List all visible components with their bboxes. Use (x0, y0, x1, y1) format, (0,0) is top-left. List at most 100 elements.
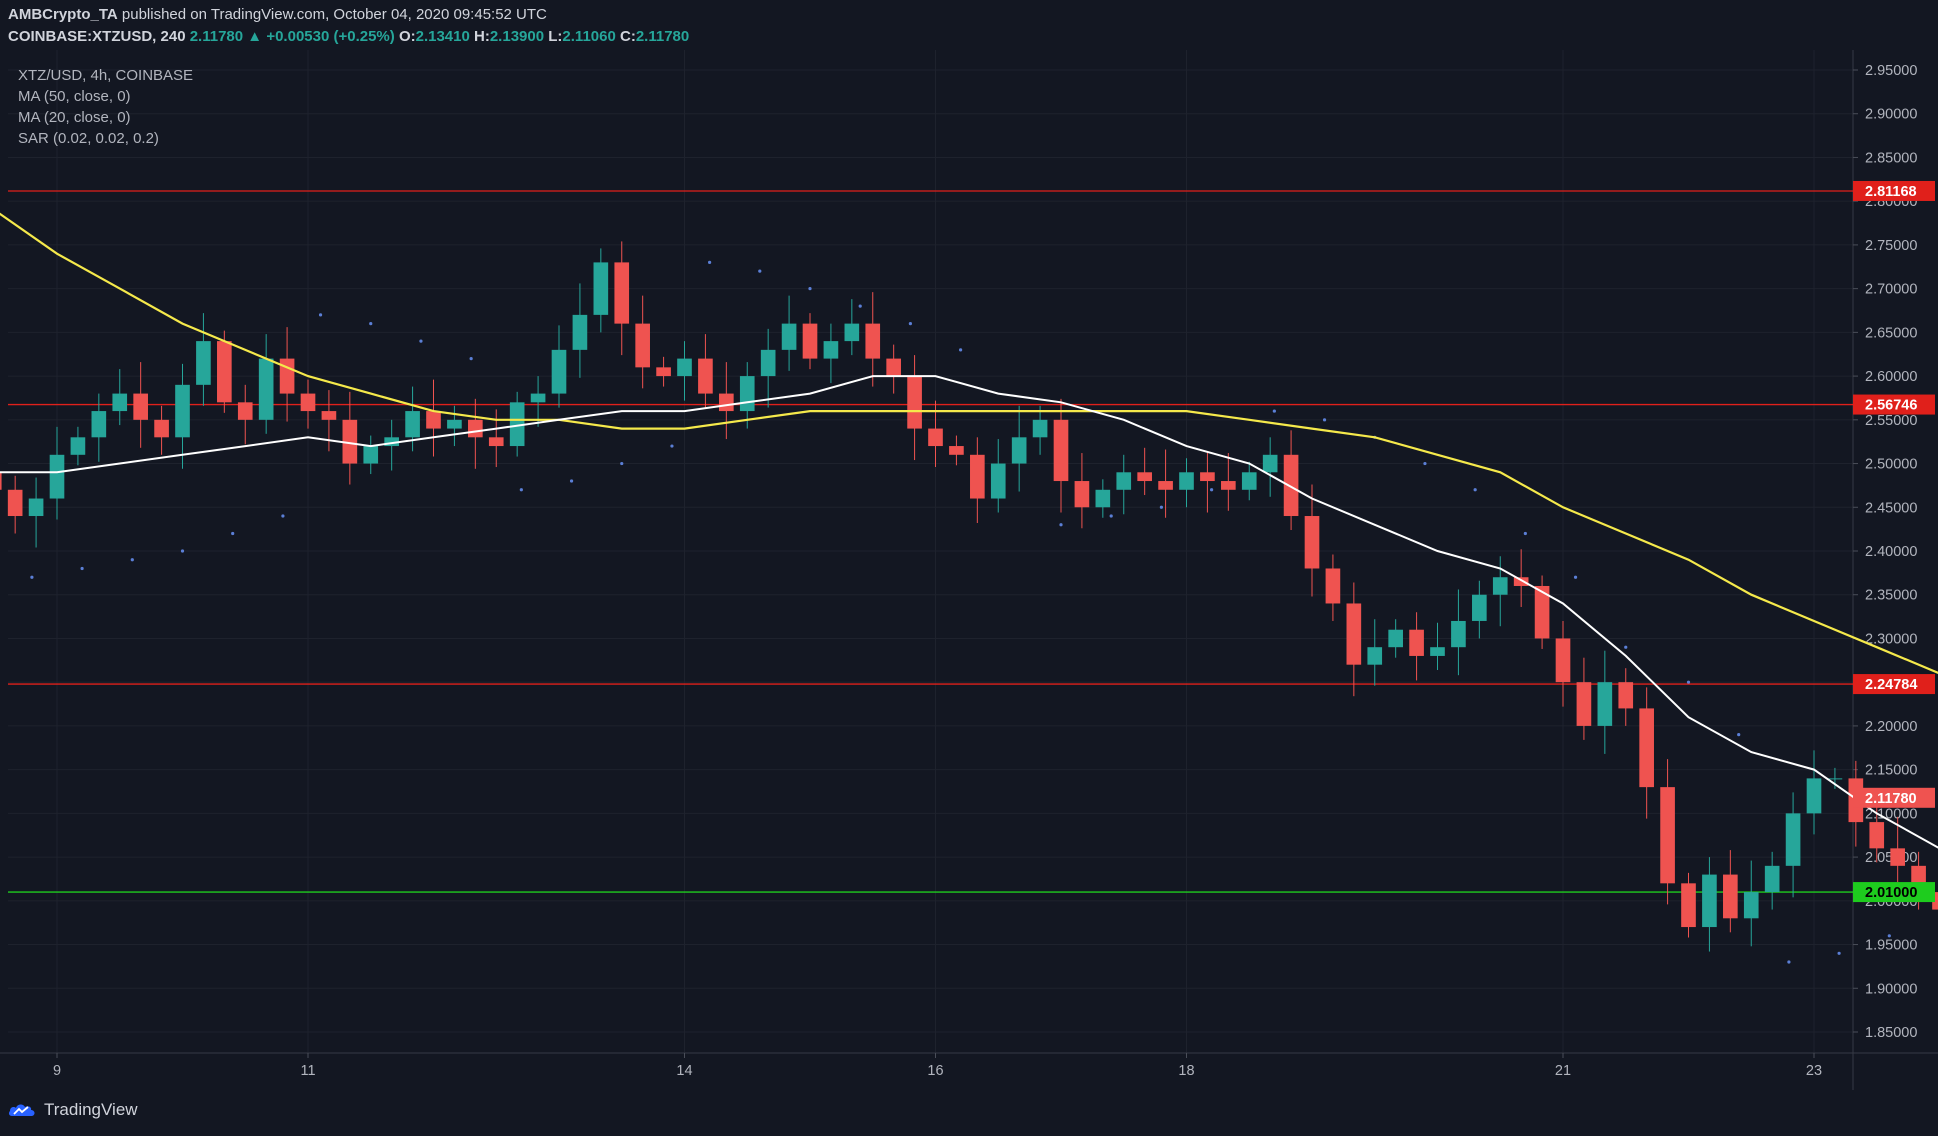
candle-down (300, 393, 316, 412)
price-tick-label: 2.10000 (1865, 806, 1917, 822)
sar-dot (1272, 409, 1276, 413)
symbol-info: COINBASE:XTZUSD, 240 2.11780 ▲ +0.00530 … (8, 28, 689, 45)
legend-ma50[interactable]: MA (50, close, 0) (18, 88, 131, 105)
resistance-price-tag (1853, 394, 1935, 415)
sar-dot (1887, 934, 1891, 938)
price-change: +0.00530 (+0.25%) (266, 28, 395, 45)
candle-up (1179, 472, 1194, 490)
candle-up (196, 341, 211, 385)
resistance-price-tag (1853, 674, 1935, 695)
time-tick-label: 16 (927, 1063, 943, 1079)
candle-down (865, 323, 881, 359)
high-value: 2.13900 (489, 28, 545, 45)
resistance-price-tag (1853, 180, 1935, 201)
horizontal-levels (8, 190, 1853, 893)
candle-up (1388, 629, 1403, 648)
sar-dot (858, 304, 862, 308)
candle-down (1158, 481, 1173, 490)
sar-dot (1322, 418, 1327, 422)
candle-down (698, 358, 713, 394)
candle-down (342, 419, 358, 464)
open-label: O: (398, 28, 416, 45)
candle-up (1367, 647, 1383, 665)
candle-up (1764, 865, 1780, 893)
candle-down (970, 454, 985, 499)
moving-averages (0, 212, 1938, 849)
candle-down (468, 419, 483, 438)
candle-down (426, 411, 441, 429)
ma20-line (0, 375, 1938, 849)
sar-dot (30, 575, 34, 579)
candle-up (509, 402, 525, 447)
candle-up (990, 463, 1006, 499)
candle-down (1890, 848, 1905, 866)
candle-up (175, 384, 190, 438)
tradingview-brand: TradingView (44, 1100, 138, 1119)
sar-dot (758, 269, 762, 273)
legend-sar[interactable]: SAR (0.02, 0.02, 0.2) (18, 130, 159, 147)
candle-down (217, 341, 232, 403)
sar-dot (1109, 514, 1113, 518)
last-price: 2.11780 (189, 28, 244, 45)
high-label: H: (474, 28, 490, 45)
price-tick-label: 2.20000 (1865, 719, 1917, 735)
time-tick-label: 11 (300, 1063, 315, 1079)
candle-down (635, 323, 650, 368)
candle-up (258, 358, 274, 420)
candle-up (551, 349, 567, 394)
candle-down (237, 402, 253, 420)
low-label: L: (548, 28, 563, 45)
candle-down (1723, 874, 1738, 919)
candle-up (572, 314, 588, 350)
sar-dot (1686, 680, 1691, 684)
candle-up (28, 498, 44, 517)
time-axis[interactable]: 91114161821232528Oct357 (53, 1053, 1938, 1079)
candle-down (949, 446, 964, 455)
sar-dot (1523, 531, 1527, 536)
candle-up (1011, 437, 1027, 464)
publisher-name[interactable]: AMBCrypto_TA (8, 6, 118, 23)
candle-up (1451, 620, 1466, 648)
sar-dot (231, 531, 235, 536)
sar-dot (318, 313, 323, 317)
candle-up (1116, 472, 1132, 490)
sar-dot (1059, 523, 1063, 527)
candle-up (739, 376, 755, 412)
candle-down (907, 376, 922, 429)
tradingview-logo[interactable]: TradingView (8, 1100, 138, 1120)
candle-up (1262, 454, 1278, 473)
resistance-price-label: 2.24784 (1865, 677, 1917, 693)
legend-pair[interactable]: XTZ/USD, 4h, COINBASE (18, 67, 194, 84)
candle-down (7, 489, 23, 517)
symbol-name[interactable]: COINBASE:XTZUSD, 240 (8, 28, 186, 45)
candle-up (363, 446, 379, 464)
candle-up (1095, 489, 1111, 508)
sar-dot (1787, 960, 1791, 964)
candle-up (760, 349, 776, 377)
candle-up (1785, 813, 1801, 866)
candle-up (1597, 682, 1613, 726)
candle-down (1074, 481, 1090, 508)
candle-down (928, 428, 943, 447)
candle-up (823, 341, 839, 359)
sar-dot (670, 444, 674, 448)
legend-ma20[interactable]: MA (20, close, 0) (18, 109, 131, 126)
price-tags: 2.81168 2.56746 2.24784 2.01000 2.11780 (1853, 180, 1935, 903)
resistance-price-label: 2.56746 (1865, 398, 1917, 414)
sar-dot (1473, 488, 1477, 492)
published-text: published on TradingView.com, October 04… (121, 6, 547, 23)
candle-down (1555, 638, 1571, 683)
candle-down (656, 367, 671, 377)
candle-down (1639, 708, 1654, 788)
open-value: 2.13410 (415, 28, 470, 45)
parabolic-sar-dots (30, 260, 1938, 964)
last-price-label: 2.11780 (1865, 791, 1917, 807)
sar-dot (369, 322, 373, 326)
candle-up (593, 262, 609, 315)
candle-up (1827, 778, 1843, 780)
candle-down (488, 437, 504, 447)
candle-down (1346, 603, 1362, 665)
price-tick-label: 2.55000 (1865, 413, 1917, 429)
